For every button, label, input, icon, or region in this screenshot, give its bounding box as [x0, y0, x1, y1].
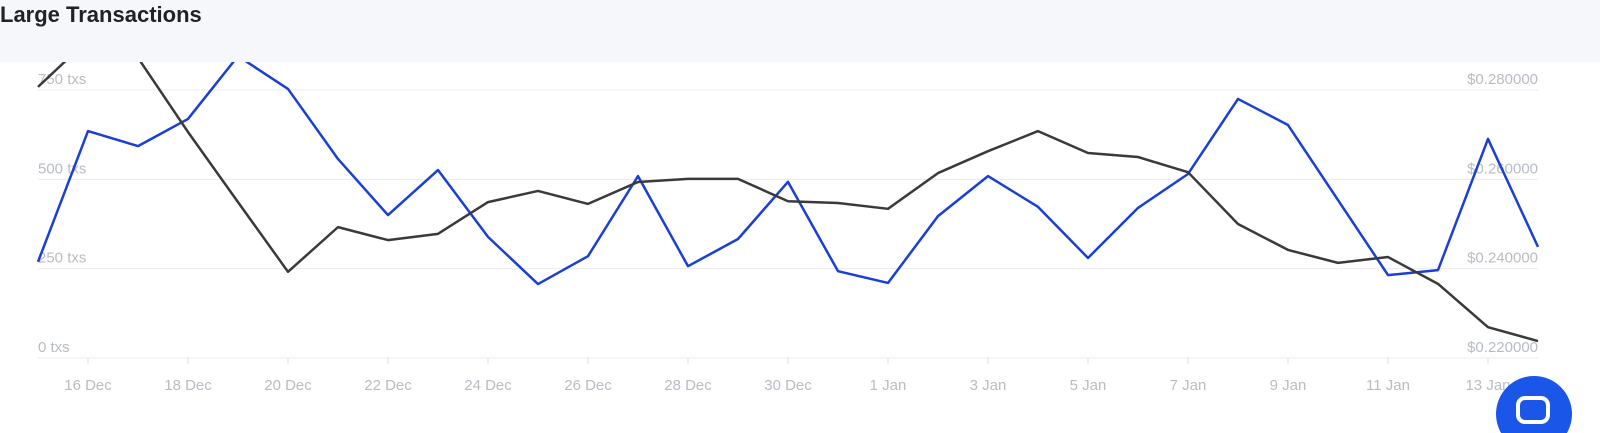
y-tick-label: 0 txs — [38, 339, 70, 356]
x-tick-label: 9 Jan — [1270, 377, 1307, 394]
chart-title: Large Transactions — [0, 2, 202, 27]
y2-tick-label: $0.220000 — [1467, 339, 1538, 356]
y2-tick-label: $0.240000 — [1467, 250, 1538, 267]
x-tick-label: 28 Dec — [664, 377, 712, 394]
x-tick-label: 3 Jan — [970, 377, 1007, 394]
y2-tick-label: $0.280000 — [1467, 71, 1538, 88]
y-tick-label: 250 txs — [38, 250, 86, 267]
plot-area — [36, 62, 1540, 343]
x-tick-label: 7 Jan — [1170, 377, 1207, 394]
x-tick-label: 1 Jan — [870, 377, 907, 394]
x-tick-label: 26 Dec — [564, 377, 612, 394]
header-band — [0, 0, 1600, 62]
x-tick-label: 22 Dec — [364, 377, 412, 394]
x-tick-label: 30 Dec — [764, 377, 812, 394]
data-line — [36, 62, 1540, 286]
chat-button[interactable] — [1496, 376, 1572, 433]
x-tick-label: 18 Dec — [164, 377, 212, 394]
x-tick-label: 11 Jan — [1366, 377, 1410, 394]
x-tick-label: 13 Jan — [1465, 377, 1510, 394]
x-tick-label: 16 Dec — [64, 377, 112, 394]
chat-icon[interactable] — [1516, 396, 1550, 424]
data-line — [37, 62, 1539, 343]
x-tick-label: 24 Dec — [464, 377, 512, 394]
y-tick-label: 500 txs — [38, 160, 86, 177]
x-tick-label: 20 Dec — [264, 377, 312, 394]
x-tick-label: 5 Jan — [1070, 377, 1107, 394]
